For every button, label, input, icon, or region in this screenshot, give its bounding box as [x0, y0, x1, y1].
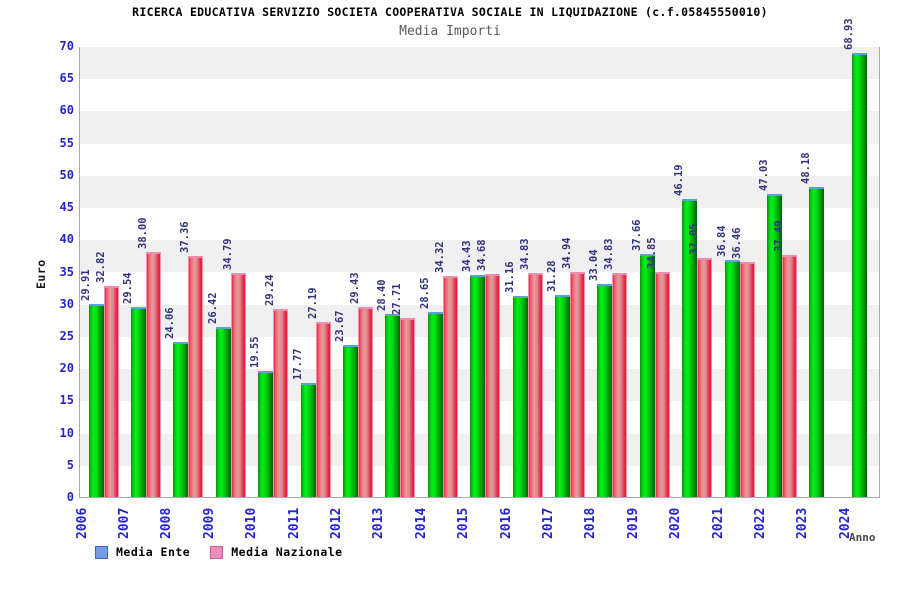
bar-media-nazionale: [654, 272, 670, 497]
y-tick-label: 60: [59, 103, 74, 118]
y-tick-label: 5: [66, 457, 74, 472]
legend-swatch-media-nazionale: [210, 545, 224, 559]
bar-media-nazionale: [315, 321, 331, 497]
bar-media-nazionale: [485, 273, 501, 497]
bar-media-nazionale: [357, 307, 373, 497]
plot-band: [80, 111, 879, 144]
bar-media-nazionale: [569, 271, 585, 497]
bar-media-ente: [342, 344, 358, 497]
bar-media-ente: [724, 259, 740, 497]
bar-media-ente: [512, 296, 528, 497]
bar-media-nazionale: [697, 258, 713, 497]
x-axis-title: Anno: [849, 531, 876, 544]
y-tick-label: 50: [59, 167, 74, 182]
bar-media-nazionale: [145, 252, 161, 497]
legend-label-media-ente: Media Ente: [116, 545, 191, 559]
plot-band: [80, 47, 879, 80]
y-tick-label: 25: [59, 328, 74, 343]
y-tick-label: 40: [59, 232, 74, 247]
y-tick-label: 35: [59, 264, 74, 279]
legend-swatch-media-ente: [95, 545, 108, 559]
bar-media-ente: [300, 382, 316, 497]
bar-media-ente: [766, 194, 782, 497]
y-tick-label: 65: [59, 71, 74, 86]
bar-media-ente: [809, 186, 825, 497]
bar-media-ente: [427, 312, 443, 497]
bar-media-ente: [554, 295, 570, 497]
bar-media-nazionale: [612, 272, 628, 497]
bar-media-ente: [258, 371, 274, 497]
bar-media-ente: [88, 304, 104, 497]
y-tick-label: 45: [59, 200, 74, 215]
y-tick-label: 30: [59, 296, 74, 311]
y-tick-label: 20: [59, 361, 74, 376]
y-tick-label: 55: [59, 135, 74, 150]
bar-media-ente: [215, 326, 231, 497]
bar-media-nazionale: [188, 256, 204, 497]
legend: Media Ente Media Nazionale: [95, 544, 343, 560]
bar-media-nazionale: [442, 275, 458, 497]
bar-media-nazionale: [781, 255, 797, 497]
bar-media-ente: [682, 199, 698, 497]
chart-subtitle: Media Importi: [399, 24, 501, 39]
chart-title: RICERCA EDUCATIVA SERVIZIO SOCIETA COOPE…: [132, 5, 768, 19]
bar-media-ente: [639, 254, 655, 497]
y-tick-label: 15: [59, 393, 74, 408]
bar-media-nazionale: [739, 262, 755, 497]
bar-media-ente: [173, 342, 189, 497]
plot-area: 29.91 32.82 29.54 38.00 24.06 37.36 26.42 34.79…: [79, 18, 880, 498]
bar-media-ente: [597, 284, 613, 497]
bar-media-nazionale: [273, 308, 289, 497]
y-tick-label: 0: [66, 490, 74, 504]
bar-media-nazionale: [103, 285, 119, 497]
bar-media-nazionale: [527, 272, 543, 497]
legend-label-media-nazionale: Media Nazionale: [231, 545, 343, 559]
bar-media-nazionale: [230, 272, 246, 497]
bar-media-ente: [130, 306, 146, 497]
bar-media-ente: [851, 52, 867, 497]
y-tick-label: 10: [59, 425, 74, 440]
bar-media-ente: [385, 314, 401, 497]
plot-band: [80, 175, 879, 209]
bar-media-nazionale: [400, 318, 416, 497]
y-tick-label: 70: [59, 39, 74, 53]
bar-media-ente: [470, 275, 486, 497]
